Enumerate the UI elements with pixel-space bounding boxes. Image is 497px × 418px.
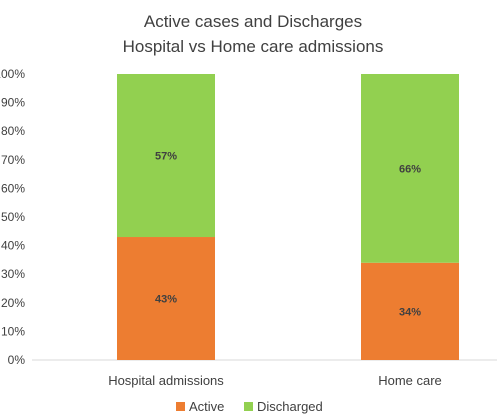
data-label: 66%: [399, 163, 421, 175]
x-category-label: Home care: [378, 373, 442, 388]
y-tick-label: 100%: [0, 67, 25, 81]
data-label: 57%: [155, 151, 177, 163]
bar-segment-active: [361, 262, 459, 360]
data-label: 43%: [155, 294, 177, 306]
legend: Active Discharged: [176, 399, 323, 414]
data-label: 34%: [399, 306, 421, 318]
bar-segment-active: [117, 237, 215, 360]
bar-segment-discharged: [361, 74, 459, 263]
legend-swatch-active: [176, 402, 185, 411]
y-tick-label: 40%: [1, 239, 25, 253]
legend-swatch-discharged: [244, 402, 253, 411]
x-axis: Hospital admissions Home care: [108, 373, 442, 388]
legend-label-discharged: Discharged: [257, 399, 323, 414]
legend-label-active: Active: [189, 399, 224, 414]
y-tick-label: 0%: [8, 353, 26, 367]
y-tick-label: 60%: [1, 181, 25, 195]
y-tick-label: 50%: [1, 210, 25, 224]
bar-segment-discharged: [117, 74, 215, 238]
chart-title: Active cases and Discharges Hospital vs …: [123, 12, 384, 56]
y-tick-label: 70%: [1, 153, 25, 167]
y-tick-label: 20%: [1, 296, 25, 310]
bars: 43% 57% 34% 66%: [117, 74, 459, 360]
chart-title-line-1: Active cases and Discharges: [144, 12, 362, 31]
y-axis: 0% 10% 20% 30% 40% 50% 60% 70% 80% 90% 100%: [0, 67, 25, 367]
y-tick-label: 10%: [1, 324, 25, 338]
x-category-label: Hospital admissions: [108, 373, 224, 388]
chart-title-line-2: Hospital vs Home care admissions: [123, 37, 384, 56]
y-tick-label: 80%: [1, 124, 25, 138]
y-tick-label: 90%: [1, 96, 25, 110]
y-tick-label: 30%: [1, 267, 25, 281]
